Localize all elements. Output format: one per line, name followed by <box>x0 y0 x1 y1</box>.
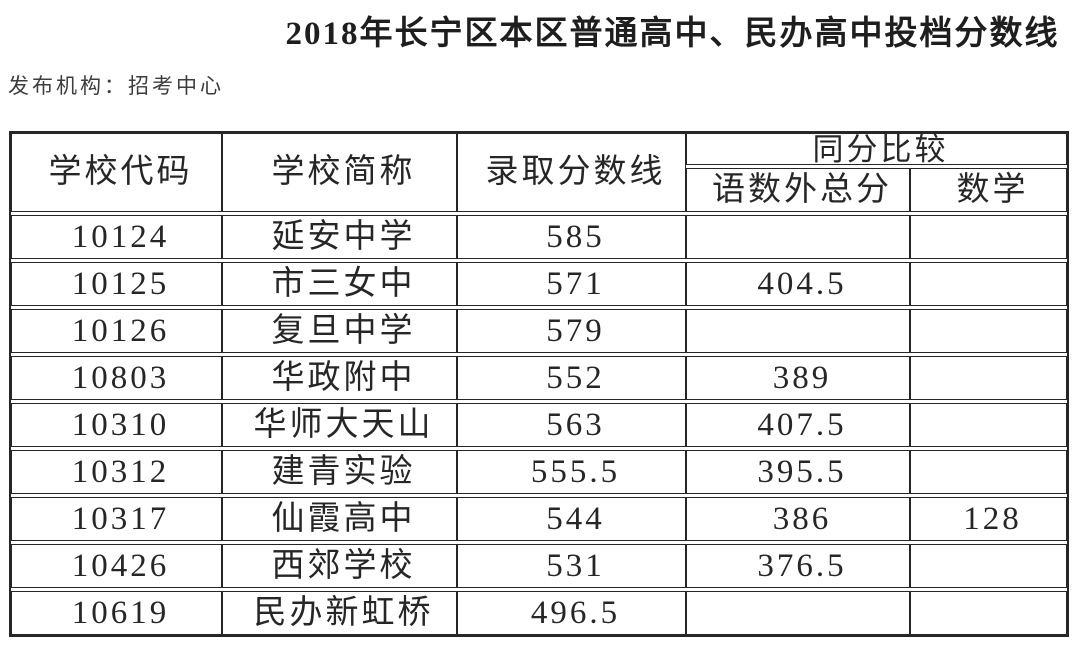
cell-admission-line: 544 <box>457 497 686 542</box>
cell-school-code: 10125 <box>11 262 222 307</box>
cell-math <box>910 591 1067 636</box>
cell-school-code: 10803 <box>11 356 222 401</box>
cell-admission-line: 496.5 <box>457 591 686 636</box>
header-math: 数学 <box>910 168 1067 213</box>
cell-math <box>910 309 1067 354</box>
header-admission-line: 录取分数线 <box>457 133 686 213</box>
cell-school-code: 10126 <box>11 309 222 354</box>
header-school-name: 学校简称 <box>222 133 457 213</box>
cell-math <box>910 544 1067 589</box>
cell-admission-line: 552 <box>457 356 686 401</box>
score-table: 学校代码 学校简称 录取分数线 同分比较 语数外总分 数学 10124 延安中学 5… <box>9 131 1069 638</box>
cell-admission-line: 585 <box>457 215 686 260</box>
cell-cme-total: 386 <box>686 497 910 542</box>
cell-admission-line: 555.5 <box>457 450 686 495</box>
cell-cme-total: 404.5 <box>686 262 910 307</box>
cell-school-name: 复旦中学 <box>222 309 457 354</box>
cell-school-code: 10312 <box>11 450 222 495</box>
cell-admission-line: 563 <box>457 403 686 448</box>
header-school-code: 学校代码 <box>11 133 222 213</box>
cell-school-name: 市三女中 <box>222 262 457 307</box>
cell-math <box>910 215 1067 260</box>
cell-cme-total <box>686 591 910 636</box>
cell-math <box>910 450 1067 495</box>
cell-cme-total: 395.5 <box>686 450 910 495</box>
cell-school-name: 延安中学 <box>222 215 457 260</box>
cell-school-code: 10310 <box>11 403 222 448</box>
cell-math <box>910 262 1067 307</box>
cell-school-name: 西郊学校 <box>222 544 457 589</box>
cell-cme-total <box>686 215 910 260</box>
cell-math: 128 <box>910 497 1067 542</box>
cell-school-code: 10317 <box>11 497 222 542</box>
cell-cme-total: 389 <box>686 356 910 401</box>
cell-school-name: 华师大天山 <box>222 403 457 448</box>
publisher-line: 发布机构：招考中心 <box>8 75 224 99</box>
cell-cme-total: 407.5 <box>686 403 910 448</box>
cell-school-code: 10426 <box>11 544 222 589</box>
cell-admission-line: 579 <box>457 309 686 354</box>
cell-school-code: 10619 <box>11 591 222 636</box>
cell-school-code: 10124 <box>11 215 222 260</box>
cell-school-name: 民办新虹桥 <box>222 591 457 636</box>
cell-school-name: 华政附中 <box>222 356 457 401</box>
header-tie-break: 同分比较 <box>686 133 1067 166</box>
cell-admission-line: 531 <box>457 544 686 589</box>
cell-math <box>910 356 1067 401</box>
page-title: 2018年长宁区本区普通高中、民办高中投档分数线 <box>285 16 1060 52</box>
cell-admission-line: 571 <box>457 262 686 307</box>
cell-school-name: 建青实验 <box>222 450 457 495</box>
cell-school-name: 仙霞高中 <box>222 497 457 542</box>
page: 2018年长宁区本区普通高中、民办高中投档分数线 发布机构：招考中心 学校代码 … <box>0 14 1080 638</box>
cell-cme-total <box>686 309 910 354</box>
header-cme-total: 语数外总分 <box>686 168 910 213</box>
cell-math <box>910 403 1067 448</box>
cell-cme-total: 376.5 <box>686 544 910 589</box>
